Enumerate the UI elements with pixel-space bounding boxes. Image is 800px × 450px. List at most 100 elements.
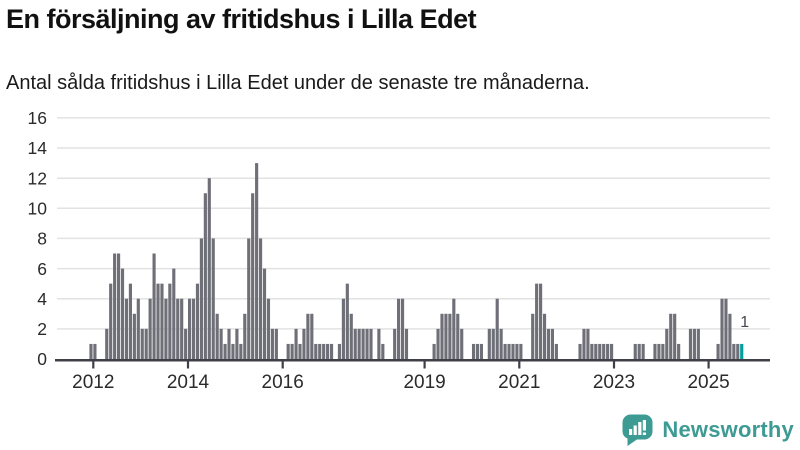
- bar: [381, 343, 385, 359]
- bar: [270, 328, 274, 359]
- bar: [452, 298, 456, 359]
- bar: [274, 328, 278, 359]
- bar: [89, 343, 93, 359]
- bar: [203, 193, 207, 359]
- bar: [393, 328, 397, 359]
- bar: [724, 298, 728, 359]
- last-bar-value-label: 1: [740, 314, 749, 331]
- bar: [266, 298, 271, 359]
- x-axis-label: 2012: [72, 372, 114, 393]
- bar: [144, 328, 148, 359]
- bar: [132, 313, 136, 359]
- bar: [322, 343, 326, 359]
- bar: [578, 343, 582, 359]
- bar: [550, 328, 554, 359]
- y-axis-label: 8: [37, 229, 47, 249]
- bar: [669, 313, 673, 359]
- x-axis-label: 2016: [262, 372, 304, 393]
- bar: [105, 328, 109, 359]
- bar: [286, 343, 290, 359]
- bar: [479, 343, 484, 359]
- bar: [400, 298, 405, 359]
- bar: [258, 238, 263, 359]
- bar: [661, 343, 665, 359]
- bar: [255, 163, 259, 359]
- bar: [180, 298, 184, 359]
- bar: [219, 328, 223, 359]
- bar: [377, 328, 381, 359]
- bar: [495, 298, 499, 359]
- bar: [223, 343, 227, 359]
- y-axis-label: 0: [37, 349, 47, 369]
- bar: [720, 298, 724, 359]
- bar: [239, 343, 243, 359]
- bar: [294, 328, 298, 359]
- bar: [590, 343, 594, 359]
- page-subtitle: Antal sålda fritidshus i Lilla Edet unde…: [6, 72, 590, 94]
- x-axis-label: 2019: [403, 372, 445, 393]
- bar: [728, 313, 732, 359]
- bar: [440, 313, 444, 359]
- bar: [172, 268, 176, 359]
- bar: [164, 298, 168, 359]
- y-axis-label: 6: [37, 259, 47, 279]
- bar: [732, 343, 736, 359]
- bar: [176, 298, 180, 359]
- bar: [262, 268, 267, 359]
- bar: [688, 328, 693, 359]
- bar: [539, 283, 543, 359]
- bar: [515, 343, 519, 359]
- bar: [436, 328, 440, 359]
- page-title: En försäljning av fritidshus i Lilla Ede…: [6, 4, 477, 34]
- bar: [546, 328, 551, 359]
- bar: [460, 328, 464, 359]
- bar: [160, 283, 164, 359]
- bar: [542, 313, 547, 359]
- bar: [677, 343, 681, 359]
- y-axis-label: 2: [37, 319, 47, 339]
- x-axis-label: 2023: [593, 372, 635, 393]
- bar: [302, 328, 306, 359]
- bar: [329, 343, 334, 359]
- bar: [211, 238, 215, 359]
- bar: [195, 283, 200, 359]
- bar: [345, 283, 349, 359]
- bar: [306, 313, 310, 359]
- bar: [188, 298, 192, 359]
- bar: [448, 313, 452, 359]
- y-axis-label: 12: [28, 168, 47, 188]
- bar: [535, 283, 539, 359]
- bar: [231, 343, 235, 359]
- y-axis-label: 4: [37, 289, 47, 309]
- bar: [456, 313, 460, 359]
- bar: [337, 343, 342, 359]
- bar: [641, 343, 645, 359]
- bar: [365, 328, 369, 359]
- bar: [136, 298, 140, 359]
- y-axis-label: 10: [28, 199, 48, 219]
- highlighted-bar: [740, 343, 744, 359]
- x-axis-label: 2025: [687, 372, 729, 393]
- bar: [341, 298, 345, 359]
- bar: [298, 343, 302, 359]
- bar: [471, 343, 476, 359]
- bar: [361, 328, 365, 359]
- bar: [353, 328, 357, 359]
- bar: [606, 343, 610, 359]
- bar: [657, 343, 661, 359]
- bar: [243, 313, 247, 359]
- y-axis-label: 16: [28, 108, 47, 128]
- bar: [235, 328, 239, 359]
- bar: [582, 328, 586, 359]
- bar: [507, 343, 511, 359]
- bar: [199, 238, 203, 359]
- bar: [602, 343, 606, 359]
- bar: [215, 313, 219, 359]
- bar: [503, 343, 507, 359]
- bar: [152, 253, 156, 359]
- bar: [554, 343, 558, 359]
- bar: [665, 328, 669, 359]
- bar: [531, 313, 535, 359]
- bar: [404, 328, 409, 359]
- bar: [444, 313, 448, 359]
